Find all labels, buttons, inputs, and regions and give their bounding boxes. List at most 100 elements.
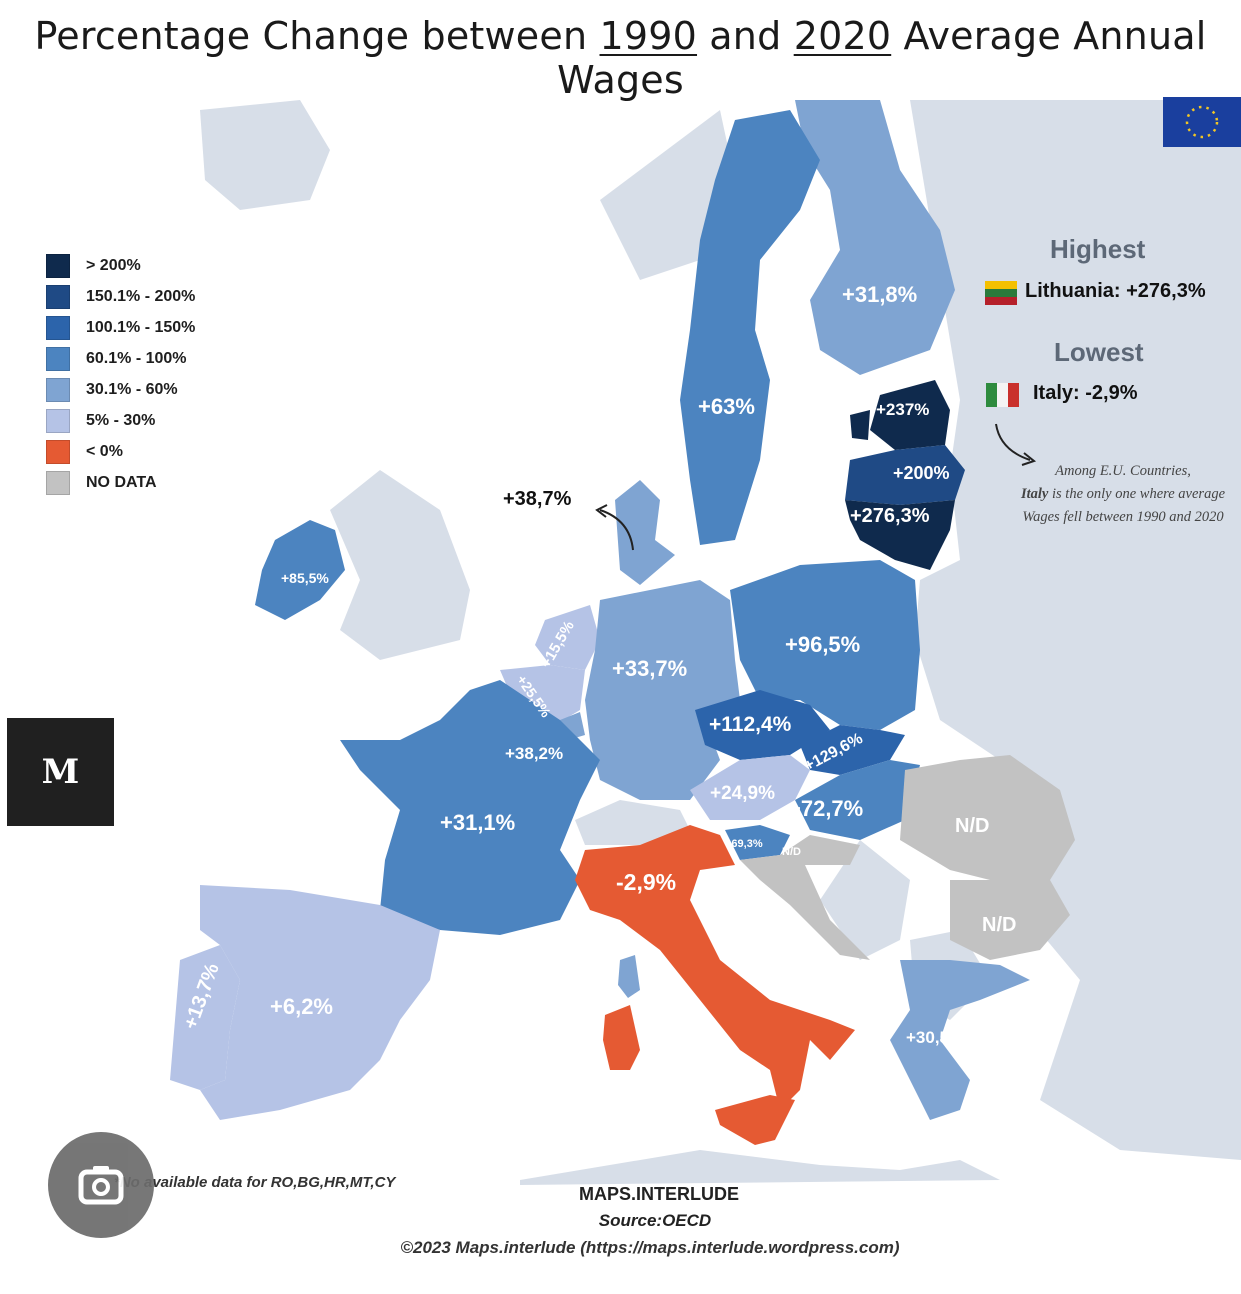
label-finland: +31,8% xyxy=(842,282,918,307)
footer-copyright: ©2023 Maps.interlude (https://maps.inter… xyxy=(400,1238,900,1257)
note-bold: Italy xyxy=(1020,486,1049,502)
region-poland xyxy=(730,560,920,730)
region-germany xyxy=(585,580,740,800)
title-year-2020: 2020 xyxy=(793,14,892,58)
region-greece xyxy=(890,960,1030,1120)
legend-swatch xyxy=(46,346,70,371)
region-corsica xyxy=(618,955,640,998)
legend-swatch xyxy=(46,439,70,464)
region-finland xyxy=(795,100,955,375)
legend-swatch xyxy=(46,315,70,340)
region-sicily xyxy=(715,1095,795,1145)
label-estonia: +237% xyxy=(876,400,930,419)
footer-source: Source:OECD xyxy=(598,1211,712,1230)
label-germany: +33,7% xyxy=(612,656,688,681)
label-france: +31,1% xyxy=(440,810,516,835)
region-czechia xyxy=(695,690,830,760)
legend-swatch xyxy=(46,284,70,309)
legend-swatch xyxy=(46,377,70,402)
region-slovakia xyxy=(800,725,905,775)
region-austria xyxy=(690,755,810,820)
legend-swatch xyxy=(46,253,70,278)
region-portugal xyxy=(170,945,240,1090)
legend-item: 100.1% - 150% xyxy=(46,312,195,343)
note-line-2: is the only one where average Wages fell… xyxy=(1022,486,1226,525)
legend-item: 60.1% - 100% xyxy=(46,343,195,374)
camera-search-icon[interactable] xyxy=(48,1132,154,1238)
region-switzerland xyxy=(575,800,690,845)
region-sardinia xyxy=(603,1005,640,1070)
legend-item: 150.1% - 200% xyxy=(46,281,195,312)
label-latvia: +200% xyxy=(893,463,950,483)
region-ireland xyxy=(255,520,345,620)
label-lithuania: +276,3% xyxy=(850,505,930,527)
label-bulgaria: N/D xyxy=(982,914,1017,936)
label-ireland: +85,5% xyxy=(281,570,329,586)
eu-flag-icon xyxy=(1163,97,1241,147)
legend-label: 60.1% - 100% xyxy=(86,349,187,367)
region-croatia xyxy=(740,835,870,960)
background-land xyxy=(200,100,1241,1185)
highest-country: Lithuania: +276,3% xyxy=(1025,280,1206,302)
region-denmark xyxy=(615,480,675,585)
label-hungary: +72,7% xyxy=(788,796,864,821)
legend-swatch xyxy=(46,470,70,495)
label-poland: +96,5% xyxy=(785,632,861,657)
label-slovenia: +69,3% xyxy=(725,838,763,850)
legend-label: 100.1% - 150% xyxy=(86,318,196,336)
arrow-denmark xyxy=(599,509,634,551)
label-austria: +24,9% xyxy=(710,783,775,804)
legend-label: 5% - 30% xyxy=(86,411,156,429)
camera-glyph xyxy=(78,1166,124,1205)
tiktok-glyph xyxy=(1067,1196,1123,1261)
region-latvia xyxy=(845,445,965,505)
legend: > 200% 150.1% - 200% 100.1% - 150% 60.1%… xyxy=(46,250,195,498)
logo-letter: M xyxy=(41,752,80,792)
footer-brand: MAPS.INTERLUDE xyxy=(578,1184,739,1204)
arrow-head-italy xyxy=(1021,452,1037,466)
legend-item: 30.1% - 60% xyxy=(46,374,195,405)
tiktok-icon[interactable] xyxy=(1062,1192,1132,1266)
maps-interlude-logo: M xyxy=(7,718,114,826)
legend-label: < 0% xyxy=(86,442,123,460)
label-romania: N/D xyxy=(955,815,990,837)
label-czechia: +112,4% xyxy=(709,713,792,736)
title-middle: and xyxy=(697,14,794,58)
title-suffix: Average Annual Wages xyxy=(557,14,1207,102)
region-estonia-islands xyxy=(850,410,870,440)
title-prefix: Percentage Change between xyxy=(34,14,600,58)
label-greece: +30,5% xyxy=(906,1028,965,1047)
lowest-country: Italy: -2,9% xyxy=(1033,382,1138,404)
region-spain xyxy=(200,885,440,1120)
page-title: Percentage Change between 1990 and 2020 … xyxy=(0,14,1241,102)
italy-flag-icon xyxy=(986,383,1019,407)
label-spain: +6,2% xyxy=(270,994,333,1019)
region-hungary xyxy=(795,760,920,840)
arrow-icon xyxy=(995,423,1031,461)
label-sweden: +63% xyxy=(698,394,755,419)
legend-label: 150.1% - 200% xyxy=(86,287,196,305)
legend-item: < 0% xyxy=(46,436,195,467)
region-belgium xyxy=(500,665,585,725)
region-france xyxy=(340,680,600,935)
region-bulgaria xyxy=(950,880,1070,960)
legend-item: NO DATA xyxy=(46,467,195,498)
label-denmark: +38,7% xyxy=(503,488,572,510)
lowest-heading: Lowest xyxy=(1054,337,1144,367)
region-slovenia xyxy=(725,825,790,860)
region-sweden xyxy=(680,110,820,545)
legend-label: NO DATA xyxy=(86,473,157,491)
region-netherlands xyxy=(535,605,600,670)
label-luxembourg: +38,2% xyxy=(505,744,564,763)
at-icon[interactable]: @ xyxy=(1146,1190,1216,1260)
lithuania-flag-icon xyxy=(985,281,1017,305)
region-estonia xyxy=(870,380,950,450)
note-line-1: Among E.U. Countries, xyxy=(1055,463,1191,479)
label-croatia: N/D xyxy=(782,846,801,858)
legend-label: 30.1% - 60% xyxy=(86,380,178,398)
label-italy: -2,9% xyxy=(616,869,677,895)
legend-label: > 200% xyxy=(86,256,141,274)
region-italy xyxy=(575,825,855,1110)
legend-swatch xyxy=(46,408,70,433)
